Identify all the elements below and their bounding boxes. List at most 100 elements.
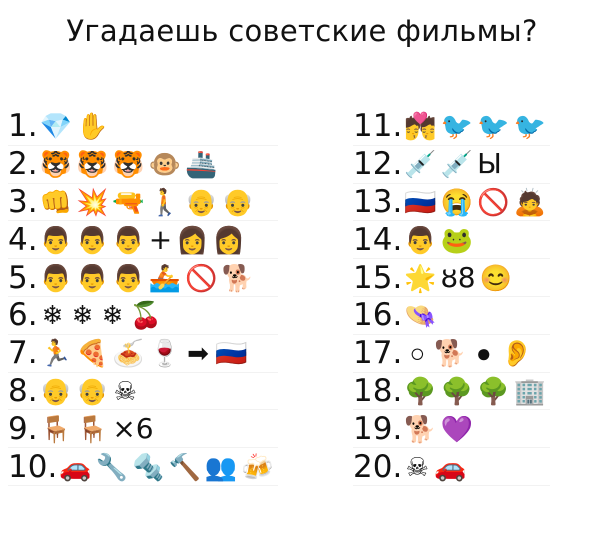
dog-icon: 🐕: [221, 262, 254, 293]
puzzle-row: 18. 🌳 🌳 🌳 🏢: [353, 373, 550, 411]
puzzle-number: 19.: [353, 410, 403, 447]
arrow-right-icon: ➡: [187, 338, 209, 369]
puzzle-number: 1.: [8, 108, 38, 145]
man-icon: 👨: [39, 262, 72, 293]
people-icon: 👥: [204, 451, 238, 482]
man-icon: 👨: [112, 224, 145, 255]
skull-crossbones-icon: ☠: [113, 375, 137, 406]
tiger-face-icon: 🐯: [39, 149, 72, 180]
bird-icon: 🐦: [513, 111, 546, 142]
puzzle-row: 6. ❄ ❄ ❄ 🍒: [8, 297, 278, 335]
puzzle-row: 5. 👨 👨 👨 🚣 🚫 🐕: [8, 259, 278, 297]
kiss-couple-icon: 💏: [404, 111, 437, 142]
ear-icon: 👂: [500, 338, 534, 369]
bird-icon: 🐦: [477, 111, 510, 142]
skull-crossbones-icon: ☠: [405, 451, 429, 482]
man-icon: 👨: [404, 224, 437, 255]
puzzle-row: 7. 🏃 🍕 🍝 🍷 ➡ 🇷🇺: [8, 335, 278, 373]
crying-face-icon: 😭: [440, 186, 474, 217]
russia-flag-icon: 🇷🇺: [404, 186, 437, 217]
cherries-icon: 🍒: [129, 300, 162, 331]
hammer-icon: 🔨: [168, 451, 201, 482]
puzzle-number: 7.: [8, 335, 38, 372]
old-man-icon: 👴: [185, 186, 218, 217]
ship-icon: 🚢: [185, 149, 218, 180]
puzzle-number: 16.: [353, 297, 403, 334]
puzzle-number: 3.: [8, 183, 38, 220]
puzzle-number: 2.: [8, 146, 38, 183]
man-icon: 👨: [39, 224, 72, 255]
gem-icon: 💎: [39, 111, 72, 142]
bowing-person-icon: 🙇: [513, 186, 546, 217]
tiger-face-icon: 🐯: [75, 149, 109, 180]
purple-heart-icon: 💜: [440, 413, 474, 444]
puzzle-row: 1. 💎 ✋: [8, 108, 278, 146]
nut-bolt-icon: 🔩: [132, 451, 165, 482]
snowflake-icon: ❄: [101, 300, 124, 331]
man-icon: 👨: [112, 262, 145, 293]
puzzle-number: 6.: [8, 297, 38, 334]
chair-icon: 🪑: [75, 413, 109, 444]
pizza-icon: 🍕: [75, 338, 109, 369]
tree-icon: 🌳: [477, 375, 510, 406]
chair-icon: 🪑: [39, 413, 72, 444]
raised-hand-icon: ✋: [75, 111, 109, 142]
puzzle-number: 12.: [353, 146, 403, 183]
puzzle-number: 15.: [353, 259, 403, 296]
puzzle-number: 18.: [353, 372, 403, 409]
syringe-icon: 💉: [440, 149, 474, 180]
running-person-icon: 🏃: [39, 338, 72, 369]
old-man-icon: 👴: [39, 375, 72, 406]
puzzle-number: 8.: [8, 372, 38, 409]
puzzle-number: 4.: [8, 221, 38, 258]
puzzle-row: 19. 🐕 💜: [353, 410, 550, 449]
bird-icon: 🐦: [440, 111, 474, 142]
puzzle-row: 20. ☠ 🚗: [353, 448, 550, 486]
spaghetti-icon: 🍝: [112, 338, 145, 369]
prohibited-icon: 🚫: [477, 186, 510, 217]
puzzle-number: 17.: [353, 335, 403, 372]
dog-icon: 🐕: [404, 413, 437, 444]
puzzle-row: 15. 🌟 ȣ8 😊: [353, 259, 550, 297]
prohibited-icon: 🚫: [185, 262, 218, 293]
office-building-icon: 🏢: [513, 375, 546, 406]
tree-icon: 🌳: [440, 375, 474, 406]
car-icon: 🚗: [434, 451, 467, 482]
woman-icon: 👩: [176, 224, 209, 255]
dog-icon: 🐕: [434, 338, 467, 369]
man-icon: 👨: [75, 224, 109, 255]
puzzle-row: 9. 🪑 🪑 ×6: [8, 410, 278, 449]
smiling-face-icon: 😊: [479, 262, 512, 293]
black-circle-icon: ●: [475, 338, 492, 369]
hat-icon: 👒: [404, 300, 437, 331]
puzzle-row: 2. 🐯 🐯 🐯 🐵 🚢: [8, 146, 278, 184]
puzzle-text: Ы: [477, 147, 502, 181]
puzzle-number: 5.: [8, 259, 38, 296]
puzzle-text: ȣ8: [440, 260, 476, 294]
tiger-face-icon: 🐯: [112, 149, 145, 180]
monkey-face-icon: 🐵: [148, 149, 182, 180]
fist-icon: 👊: [39, 186, 72, 217]
car-icon: 🚗: [59, 451, 92, 482]
puzzle-column-right: 11. 💏 🐦 🐦 🐦 12. 💉 💉 Ы 13. 🇷🇺 😭 🚫 🙇 14. 👨 🐸 15. 🌟 ȣ8 😊 16. 👒 17.…: [353, 108, 550, 486]
puzzle-row: 11. 💏 🐦 🐦 🐦: [353, 108, 550, 146]
puzzle-row: 10. 🚗 🔧 🔩 🔨 👥 🍻: [8, 448, 278, 486]
tree-icon: 🌳: [404, 375, 437, 406]
snowflake-icon: ❄: [41, 300, 64, 331]
pistol-icon: 🔫: [112, 186, 145, 217]
syringe-icon: 💉: [404, 149, 437, 180]
old-man-icon: 👴: [75, 375, 109, 406]
puzzle-row: 12. 💉 💉 Ы: [353, 146, 550, 184]
frog-icon: 🐸: [440, 224, 474, 255]
rowboat-icon: 🚣: [148, 262, 182, 293]
old-man-icon: 👴: [221, 186, 254, 217]
collision-icon: 💥: [75, 186, 109, 217]
puzzle-row: 14. 👨 🐸: [353, 221, 550, 260]
puzzle-row: 16. 👒: [353, 297, 550, 335]
puzzle-row: 13. 🇷🇺 😭 🚫 🙇: [353, 184, 550, 222]
beer-mugs-icon: 🍻: [241, 451, 274, 482]
walking-person-icon: 🚶: [148, 186, 182, 217]
russia-flag-icon: 🇷🇺: [215, 338, 248, 369]
puzzle-number: 20.: [353, 448, 403, 485]
puzzle-number: 11.: [353, 108, 403, 145]
